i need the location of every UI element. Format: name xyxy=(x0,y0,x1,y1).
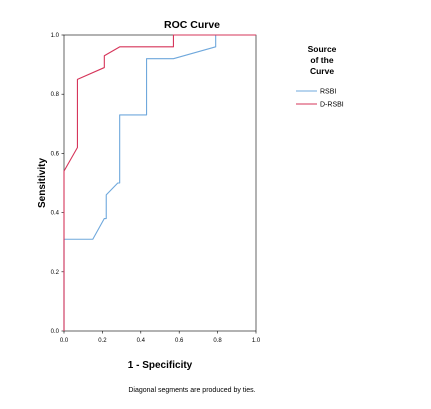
x-tick-label: 0.6 xyxy=(175,338,184,344)
x-tick-label: 0.4 xyxy=(137,338,146,344)
x-tick-label: 1.0 xyxy=(252,338,261,344)
y-tick-label: 1.0 xyxy=(51,33,60,39)
chart-title: ROC Curve xyxy=(164,19,220,31)
series-line-rsbi xyxy=(63,34,256,331)
legend-title-line-3: Curve xyxy=(310,66,334,76)
legend-title-line-1: Source xyxy=(308,44,337,54)
y-axis-ticks: 0.0 0.2 0.4 0.6 0.8 1.0 xyxy=(51,33,64,335)
y-tick-label: 0.8 xyxy=(51,92,60,98)
series-layer xyxy=(63,34,256,331)
footnote: Diagonal segments are produced by ties. xyxy=(128,387,255,394)
legend-label-d-rsbi: D-RSBI xyxy=(320,102,344,109)
x-tick-label: 0.2 xyxy=(98,338,107,344)
y-tick-label: 0.6 xyxy=(51,151,60,157)
x-tick-label: 0.0 xyxy=(60,338,69,344)
x-tick-label: 0.8 xyxy=(213,338,222,344)
series-line-d-rsbi xyxy=(63,34,256,331)
legend-label-rsbi: RSBI xyxy=(320,89,336,96)
y-axis-label: Sensitivity xyxy=(37,158,48,208)
legend-title-line-2: of the xyxy=(310,55,333,65)
x-axis-ticks: 0.0 0.2 0.4 0.6 0.8 1.0 xyxy=(60,331,261,344)
y-tick-label: 0.0 xyxy=(51,329,60,335)
y-tick-label: 0.4 xyxy=(51,211,60,217)
legend: Source of the Curve RSBI D-RSBI xyxy=(296,44,344,109)
plot-area xyxy=(63,34,257,332)
y-tick-label: 0.2 xyxy=(51,270,60,276)
x-axis-label: 1 - Specificity xyxy=(128,360,193,371)
